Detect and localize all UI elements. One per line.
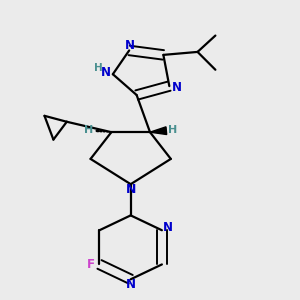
Text: H: H — [168, 125, 178, 135]
Text: N: N — [125, 183, 136, 196]
Text: H: H — [94, 63, 103, 73]
Text: F: F — [87, 258, 94, 271]
Text: N: N — [172, 81, 182, 94]
Text: N: N — [163, 221, 173, 234]
Text: H: H — [84, 125, 93, 135]
Text: N: N — [126, 278, 136, 291]
Text: N: N — [101, 66, 111, 79]
Polygon shape — [150, 127, 167, 134]
Text: N: N — [125, 39, 135, 52]
